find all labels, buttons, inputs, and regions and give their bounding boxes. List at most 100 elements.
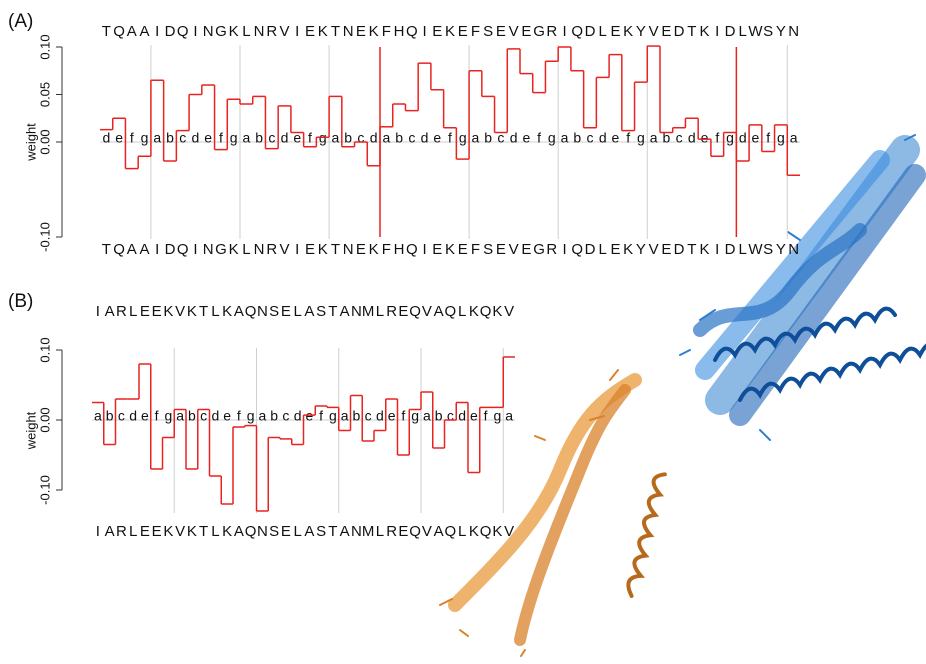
sequence-bottom: R [266,241,277,258]
heptad-label: f [130,130,134,146]
sequence-bottom: Q [445,523,457,540]
sequence-top: T [199,303,208,320]
heptad-label: e [701,130,709,146]
sequence-bottom: S [316,523,326,540]
sequence-bottom: L [739,241,747,258]
sequence-top: F [382,23,391,40]
sequence-bottom: N [788,241,799,258]
heptad-label: b [344,130,352,146]
sequence-top: K [318,23,328,40]
heptad-label: f [448,130,452,146]
sequence-bottom: I [715,241,719,258]
heptad-label: e [522,130,530,146]
sequence-bottom: R [116,523,127,540]
sequence-bottom: G [533,241,545,258]
sequence-bottom: L [293,523,301,540]
sequence-top: L [458,303,466,320]
sequence-bottom: N [257,523,268,540]
heptad-label: f [626,130,630,146]
sequence-top: F [471,23,480,40]
sequence-bottom: K [700,241,710,258]
sequence-bottom: I [562,241,566,258]
heptad-label: f [537,130,541,146]
sequence-top: T [102,23,111,40]
sequence-bottom: Y [776,241,786,258]
protein-structure-orange [440,370,693,656]
sequence-bottom: K [369,241,379,258]
heptad-label: f [484,408,488,424]
sequence-bottom: Q [409,523,421,540]
heptad-label: g [548,130,556,146]
sequence-top: N [788,23,799,40]
sequence-bottom: K [318,241,328,258]
sequence-top: S [316,303,326,320]
sequence-top: D [725,23,736,40]
sequence-top: D [585,23,596,40]
sequence-top: L [211,303,219,320]
heptad-label: c [179,130,186,146]
sequence-bottom: E [281,523,291,540]
heptad-label: d [294,408,302,424]
figure: (A)-0.100.000.050.10weightTTdQQeAAfAAgII… [0,0,926,659]
sequence-top: K [700,23,710,40]
heptad-label: a [94,408,102,424]
sequence-bottom: D [725,241,736,258]
sequence-bottom: V [422,523,432,540]
sequence-top: I [96,303,100,320]
sequence-top: E [356,23,366,40]
sequence-bottom: V [280,241,290,258]
heptad-label: d [421,130,429,146]
sequence-bottom: I [96,523,100,540]
sequence-top: S [763,23,773,40]
sequence-top: E [140,303,150,320]
sequence-top: K [492,303,502,320]
heptad-label: f [308,130,312,146]
sequence-bottom: A [340,523,350,540]
sequence-top: L [739,23,747,40]
sequence-top: E [496,23,506,40]
heptad-label: a [472,130,480,146]
sequence-bottom: N [203,241,214,258]
heptad-label: b [435,408,443,424]
heptad-label: d [510,130,518,146]
sequence-top: K [623,23,633,40]
sequence-bottom: A [234,523,244,540]
sequence-bottom: T [328,523,337,540]
sequence-bottom: R [546,241,557,258]
sequence-top: I [562,23,566,40]
sequence-bottom: V [509,241,519,258]
sequence-top: D [165,23,176,40]
sequence-top: T [687,23,696,40]
heptad-label: b [484,130,492,146]
sequence-bottom: E [398,523,408,540]
sequence-top: L [242,23,250,40]
heptad-label: d [102,130,110,146]
sequence-bottom: V [175,523,185,540]
heptad-label: c [268,130,275,146]
heptad-label: d [688,130,696,146]
sequence-top: N [257,303,268,320]
y-axis-label: weight [23,123,38,162]
sequence-top: E [661,23,671,40]
sequence-top: A [340,303,350,320]
sequence-bottom: E [152,523,162,540]
sequence-bottom: F [471,241,480,258]
sequence-top: Q [245,303,257,320]
sequence-bottom: E [458,241,468,258]
sequence-top: T [331,23,340,40]
heptad-label: e [115,130,123,146]
sequence-bottom: D [165,241,176,258]
sequence-top: Q [480,303,492,320]
sequence-bottom: V [649,241,659,258]
sequence-top: L [293,303,301,320]
sequence-bottom: E [356,241,366,258]
heptad-label: b [395,130,403,146]
sequence-top: Y [636,23,646,40]
sequence-top: N [254,23,265,40]
heptad-label: d [599,130,607,146]
sequence-top: E [398,303,408,320]
sequence-top: K [187,303,197,320]
protein-structure-blue [680,135,926,440]
y-tick-label: -0.10 [37,222,52,252]
sequence-top: L [129,303,137,320]
